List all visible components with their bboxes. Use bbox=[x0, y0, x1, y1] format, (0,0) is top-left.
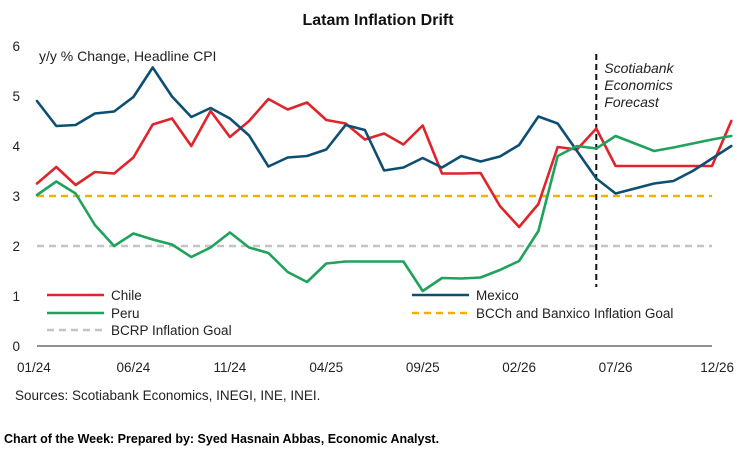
x-tick-label: 11/24 bbox=[213, 360, 246, 375]
x-tick-label: 04/25 bbox=[309, 360, 343, 375]
series-line bbox=[594, 144, 733, 195]
y-tick-label: 2 bbox=[12, 239, 20, 254]
x-tick-label: 12/26 bbox=[700, 360, 734, 375]
x-tick-label: 07/26 bbox=[599, 360, 633, 375]
x-axis-ticks: 01/24 06/24 11/24 04/25 09/25 02/26 07/26 12/26 bbox=[17, 360, 734, 375]
forecast-label: Forecast bbox=[604, 94, 660, 110]
x-tick-label: 02/26 bbox=[502, 360, 536, 375]
x-tick-label: 06/24 bbox=[117, 360, 151, 375]
y-tick-label: 3 bbox=[12, 189, 20, 204]
x-tick-label: 09/25 bbox=[406, 360, 440, 375]
forecast-label: Economics bbox=[604, 77, 672, 93]
series-line bbox=[35, 97, 598, 229]
goal-lines bbox=[37, 194, 712, 248]
legend-label: Chile bbox=[111, 288, 142, 303]
chart-title: Latam Inflation Drift bbox=[302, 12, 454, 29]
legend-label: Mexico bbox=[476, 288, 519, 303]
series-layer bbox=[35, 66, 733, 293]
y-tick-label: 4 bbox=[12, 139, 20, 154]
x-tick-label: 01/24 bbox=[17, 360, 51, 375]
legend-label: Peru bbox=[111, 306, 140, 321]
series-line bbox=[35, 144, 598, 293]
y-axis-label: y/y % Change, Headline CPI bbox=[39, 48, 216, 64]
legend-label: BCCh and Banxico Inflation Goal bbox=[476, 306, 673, 321]
forecast-label: Scotiabank bbox=[604, 60, 674, 76]
y-axis-ticks: 0 1 2 3 4 5 6 bbox=[12, 39, 20, 354]
legend-label: BCRP Inflation Goal bbox=[111, 323, 232, 338]
series-line bbox=[594, 119, 733, 168]
y-tick-label: 1 bbox=[12, 289, 20, 304]
y-tick-label: 6 bbox=[12, 39, 20, 54]
y-tick-label: 0 bbox=[12, 339, 20, 354]
y-tick-label: 5 bbox=[12, 89, 20, 104]
series-line bbox=[594, 134, 733, 153]
series-line bbox=[35, 66, 598, 180]
legend: Chile Mexico Peru BCCh and Banxico Inflatio… bbox=[47, 288, 673, 338]
source-note: Sources: Scotiabank Economics, INEGI, IN… bbox=[15, 388, 320, 403]
footer-credit: Chart of the Week: Prepared by: Syed Has… bbox=[4, 432, 439, 446]
